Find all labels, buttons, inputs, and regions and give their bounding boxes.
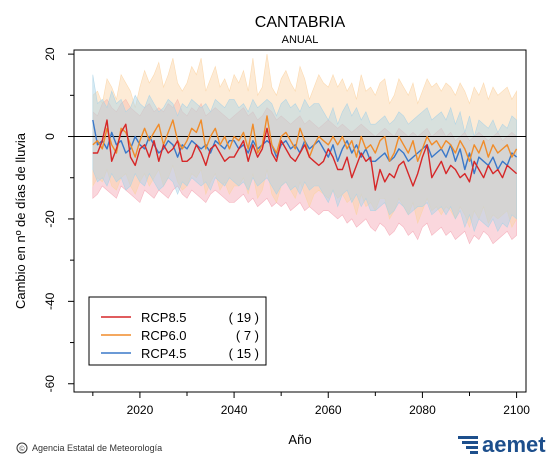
series-line-rcp85 xyxy=(92,119,518,191)
footer-credit-text: Agencia Estatal de Meteorología xyxy=(32,443,162,453)
legend: RCP8.5 ( 19 ) RCP6.0 ( 7 ) RCP4.5 ( 15 ) xyxy=(88,296,267,366)
x-tick-label: 2040 xyxy=(221,403,248,417)
legend-label: RCP8.5 xyxy=(141,310,187,325)
aemet-logo-text: aemet xyxy=(482,432,546,457)
series-lines xyxy=(92,115,518,191)
x-axis: 2020 2040 2060 2080 2100 xyxy=(92,392,530,417)
y-tick-label: -20 xyxy=(43,210,57,228)
band-rcp85 xyxy=(92,98,517,245)
legend-label: RCP4.5 xyxy=(141,346,187,361)
legend-count: ( 7 ) xyxy=(236,328,259,343)
y-axis-label: Cambio en nº de días de lluvia xyxy=(13,132,28,309)
copyright-symbol: © xyxy=(19,445,25,453)
chart-title: CANTABRIA xyxy=(255,14,346,31)
legend-count: ( 19 ) xyxy=(229,310,259,325)
band-rcp45 xyxy=(92,74,517,233)
x-axis-label: Año xyxy=(288,432,311,447)
y-tick-label: -60 xyxy=(43,375,57,393)
x-tick-label: 2100 xyxy=(503,403,530,417)
footer-credit: © Agencia Estatal de Meteorología xyxy=(16,442,162,454)
y-tick-label: 0 xyxy=(43,133,57,140)
aemet-logo[interactable]: aemet xyxy=(458,432,546,457)
legend-label: RCP6.0 xyxy=(141,328,187,343)
plot-frame xyxy=(73,49,527,393)
y-tick-label: 20 xyxy=(43,47,57,61)
legend-count: ( 15 ) xyxy=(229,346,259,361)
y-axis: 20 0 -20 -40 -60 xyxy=(43,47,74,392)
copyright-icon xyxy=(16,442,28,454)
x-tick-label: 2060 xyxy=(315,403,342,417)
aemet-logo-icon xyxy=(458,436,478,454)
chart-subtitle: ANUAL xyxy=(282,34,319,46)
x-tick-label: 2080 xyxy=(409,403,436,417)
y-tick-label: -40 xyxy=(43,292,57,310)
x-tick-label: 2020 xyxy=(127,403,154,417)
